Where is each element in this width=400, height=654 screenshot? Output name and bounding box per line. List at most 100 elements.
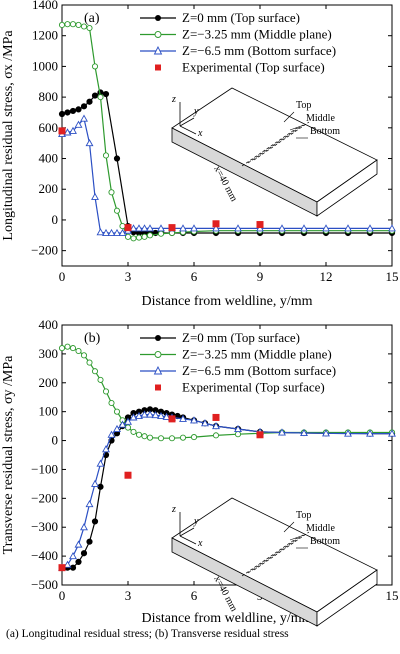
data-point bbox=[322, 429, 330, 437]
data-point bbox=[75, 21, 82, 29]
data-point bbox=[212, 413, 220, 421]
data-point bbox=[130, 235, 137, 242]
data-point bbox=[300, 224, 308, 232]
inset-leader bbox=[283, 521, 295, 533]
inset-x-axis bbox=[179, 535, 197, 545]
data-point bbox=[69, 126, 77, 134]
data-point bbox=[344, 224, 352, 232]
inset-x-axis bbox=[179, 125, 197, 135]
chart-panel-a: 0 3 6 9 12 15−2000200400600800100012001400Dis… bbox=[1, 0, 399, 309]
data-point bbox=[63, 128, 72, 136]
data-point bbox=[102, 388, 110, 395]
inset-section-line bbox=[241, 127, 298, 167]
data-point bbox=[124, 417, 132, 425]
y-tick-label: 0 bbox=[52, 433, 59, 448]
data-point bbox=[190, 224, 198, 232]
legend-marker bbox=[155, 335, 161, 341]
data-point bbox=[119, 223, 126, 230]
x-tick-label: 0 bbox=[59, 588, 66, 603]
data-point bbox=[141, 433, 148, 440]
data-point bbox=[124, 233, 132, 240]
data-point bbox=[256, 431, 264, 439]
data-point bbox=[141, 233, 148, 240]
data-point bbox=[80, 523, 88, 531]
inset-side-face bbox=[316, 159, 378, 217]
data-point bbox=[74, 120, 83, 128]
data-point bbox=[108, 189, 115, 196]
inset-side-face bbox=[316, 569, 378, 627]
inset-leader bbox=[289, 534, 305, 541]
legend-marker bbox=[155, 384, 161, 391]
data-point bbox=[234, 224, 242, 232]
data-point bbox=[74, 540, 83, 548]
data-point bbox=[212, 432, 220, 439]
data-point bbox=[135, 224, 143, 232]
y-tick-label: 200 bbox=[39, 375, 59, 390]
y-axis-label: Transverse residual stress, σy /MPa bbox=[1, 355, 16, 555]
x-tick-label: 12 bbox=[320, 269, 333, 284]
legend: Z=0 mm (Top surface) Z=−3.25 mm (Middle p… bbox=[140, 330, 336, 395]
y-tick-label: 600 bbox=[39, 120, 59, 135]
data-point bbox=[64, 109, 71, 116]
data-point bbox=[102, 228, 110, 237]
data-point bbox=[96, 459, 105, 467]
data-point bbox=[86, 359, 93, 366]
y-tick-label: 1400 bbox=[32, 0, 58, 12]
inset-z-label: z bbox=[171, 94, 176, 105]
data-point bbox=[97, 376, 104, 383]
data-point bbox=[388, 429, 396, 437]
data-point bbox=[234, 431, 242, 438]
figure-caption: (a) Longitudinal residual stress; (b) Tr… bbox=[6, 628, 289, 640]
x-tick-label: 3 bbox=[125, 588, 132, 603]
data-point bbox=[118, 420, 127, 428]
y-tick-label: −300 bbox=[31, 519, 58, 534]
data-point bbox=[366, 429, 374, 437]
y-tick-label: 0 bbox=[52, 212, 59, 227]
legend-label: Z=−3.25 mm (Middle plane) bbox=[182, 27, 332, 42]
data-point bbox=[168, 435, 176, 442]
data-point bbox=[75, 347, 82, 355]
data-point bbox=[58, 564, 66, 572]
legend-label: Z=−6.5 mm (Bottom surface) bbox=[182, 43, 336, 58]
data-point bbox=[58, 21, 66, 29]
panel-label: (a) bbox=[84, 11, 100, 26]
legend: Z=0 mm (Top surface) Z=−3.25 mm (Middle p… bbox=[140, 10, 336, 75]
data-point bbox=[118, 228, 127, 237]
data-point bbox=[135, 234, 143, 241]
inset-leader bbox=[283, 111, 295, 123]
data-point bbox=[278, 224, 286, 232]
data-point bbox=[179, 414, 187, 422]
inset-top-label: Top bbox=[296, 100, 311, 111]
inset-section-line bbox=[253, 531, 310, 571]
y-tick-label: 100 bbox=[39, 404, 59, 419]
data-point bbox=[162, 412, 171, 420]
legend-label: Z=−6.5 mm (Bottom surface) bbox=[182, 363, 336, 378]
data-point bbox=[168, 415, 176, 423]
data-point bbox=[157, 411, 165, 420]
data-point bbox=[146, 410, 154, 418]
data-point bbox=[140, 224, 149, 232]
data-point bbox=[146, 434, 154, 441]
legend-label: Z=0 mm (Top surface) bbox=[182, 330, 300, 345]
series-3 bbox=[58, 413, 264, 572]
y-tick-label: 1000 bbox=[32, 58, 58, 73]
series-line bbox=[61, 117, 392, 234]
legend-label: Z=0 mm (Top surface) bbox=[182, 10, 300, 25]
data-point bbox=[69, 551, 77, 560]
y-tick-label: 1200 bbox=[32, 28, 58, 43]
legend-marker bbox=[154, 31, 162, 38]
data-point bbox=[91, 192, 99, 200]
inset-bottom-label: Bottom bbox=[310, 126, 340, 137]
data-point bbox=[91, 368, 99, 375]
data-point bbox=[80, 103, 88, 110]
series-3 bbox=[58, 127, 264, 232]
y-tick-label: −400 bbox=[31, 548, 58, 563]
data-point bbox=[157, 230, 165, 237]
inset-x-label: x bbox=[197, 128, 203, 139]
inset-section-line bbox=[253, 121, 310, 161]
data-point bbox=[69, 107, 77, 115]
data-point bbox=[179, 224, 187, 232]
data-point bbox=[278, 428, 286, 436]
